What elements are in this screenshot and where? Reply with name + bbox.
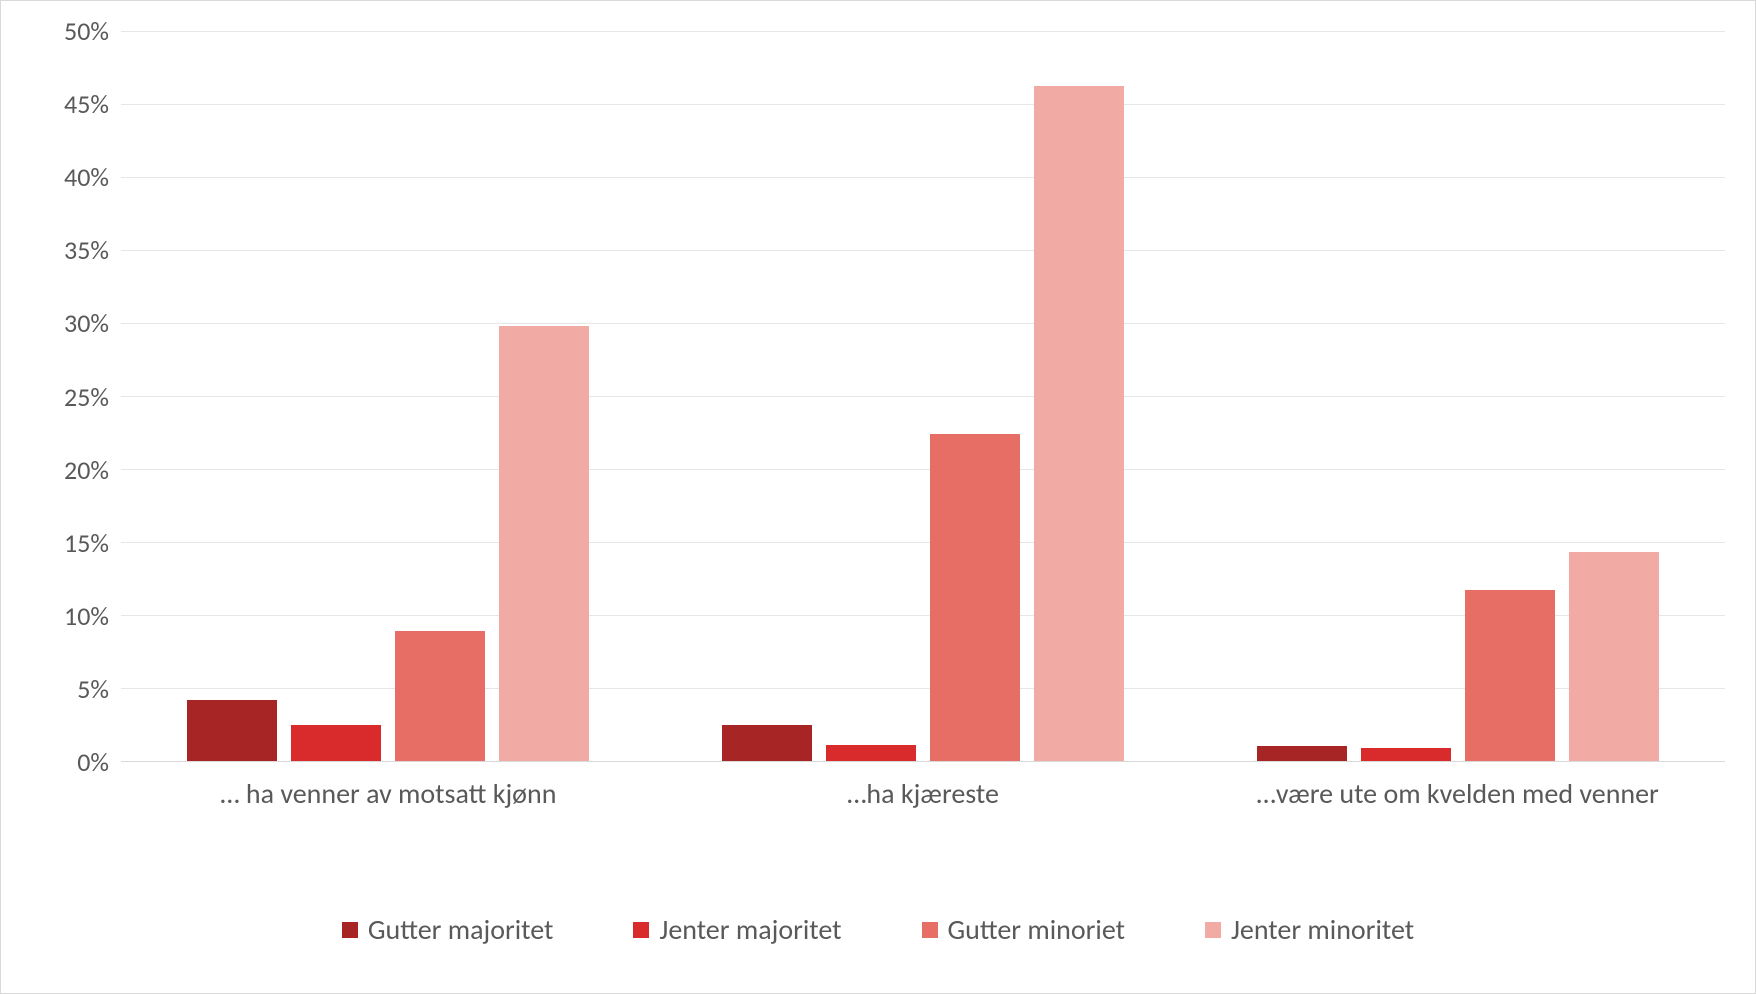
y-tick-label: 35% bbox=[64, 234, 109, 266]
bar bbox=[1569, 552, 1659, 761]
y-tick-label: 20% bbox=[64, 454, 109, 486]
bar bbox=[1465, 590, 1555, 761]
x-axis-label: … ha venner av motsatt kjønn bbox=[121, 774, 656, 884]
legend-item: Jenter majoritet bbox=[633, 912, 841, 947]
y-tick-label: 50% bbox=[64, 15, 109, 47]
legend-label: Jenter minoritet bbox=[1231, 912, 1414, 947]
bar bbox=[1361, 748, 1451, 761]
bar bbox=[1257, 746, 1347, 761]
bar bbox=[395, 631, 485, 761]
x-axis: … ha venner av motsatt kjønn…ha kjæreste… bbox=[121, 774, 1725, 884]
y-tick-label: 30% bbox=[64, 307, 109, 339]
bar bbox=[826, 745, 916, 761]
plot-area bbox=[121, 31, 1725, 762]
bar bbox=[187, 700, 277, 761]
y-tick-label: 5% bbox=[77, 673, 109, 705]
bars-layer bbox=[121, 31, 1725, 761]
legend-item: Gutter minoriet bbox=[922, 912, 1125, 947]
legend-swatch bbox=[1205, 922, 1221, 938]
legend-swatch bbox=[342, 922, 358, 938]
chart-container: 0% 5% 10% 15% 20% 25% 30% 35% 40% 45% 50% … ha ven… bbox=[0, 0, 1756, 994]
bar-group bbox=[1190, 31, 1725, 761]
legend-item: Gutter majoritet bbox=[342, 912, 554, 947]
bar bbox=[930, 434, 1020, 761]
bar bbox=[722, 725, 812, 762]
y-tick-label: 25% bbox=[64, 381, 109, 413]
plot-wrapper: 0%5%10%15%20%25%30%35%40%45%50% bbox=[31, 31, 1725, 762]
legend-swatch bbox=[633, 922, 649, 938]
y-tick-label: 10% bbox=[64, 600, 109, 632]
bar bbox=[1034, 86, 1124, 761]
legend-item: Jenter minoritet bbox=[1205, 912, 1414, 947]
y-tick-label: 0% bbox=[77, 746, 109, 778]
y-axis: 0%5%10%15%20%25%30%35%40%45%50% bbox=[31, 31, 121, 762]
legend: Gutter majoritet Jenter majoritet Gutter m… bbox=[1, 884, 1755, 993]
bar bbox=[291, 725, 381, 762]
x-axis-label: …ha kjæreste bbox=[656, 774, 1191, 884]
legend-swatch bbox=[922, 922, 938, 938]
bar-group bbox=[121, 31, 656, 761]
bar-group bbox=[656, 31, 1191, 761]
legend-label: Gutter majoritet bbox=[368, 912, 554, 947]
legend-label: Jenter majoritet bbox=[659, 912, 841, 947]
y-tick-label: 45% bbox=[64, 88, 109, 120]
y-tick-label: 15% bbox=[64, 527, 109, 559]
bar bbox=[499, 326, 589, 761]
legend-label: Gutter minoriet bbox=[948, 912, 1125, 947]
y-tick-label: 40% bbox=[64, 161, 109, 193]
x-axis-label: …være ute om kvelden med venner bbox=[1190, 774, 1725, 884]
